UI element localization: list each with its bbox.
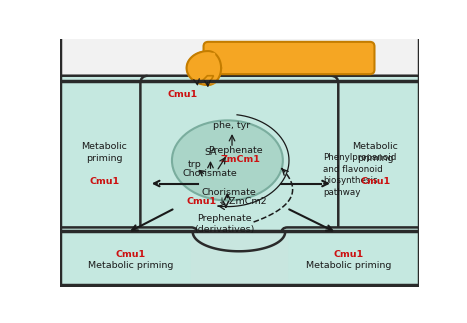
Text: Phenylpropanoid
and flavonoid
biosynthesis
pathway: Phenylpropanoid and flavonoid biosynthes… xyxy=(323,153,396,197)
Bar xyxy=(60,39,419,81)
Text: phe, tyr: phe, tyr xyxy=(213,121,251,130)
Text: Chorismate: Chorismate xyxy=(182,169,237,178)
Text: Cmu1: Cmu1 xyxy=(333,250,363,259)
Text: Cmu1: Cmu1 xyxy=(168,90,198,99)
Text: Metabolic
priming: Metabolic priming xyxy=(352,142,398,163)
FancyBboxPatch shape xyxy=(281,227,423,290)
Text: SA: SA xyxy=(204,148,217,157)
Text: ZmCm1: ZmCm1 xyxy=(220,155,261,164)
FancyBboxPatch shape xyxy=(326,76,425,237)
Bar xyxy=(191,232,288,286)
Text: Prephenate: Prephenate xyxy=(208,146,262,155)
Text: Cmu1: Cmu1 xyxy=(360,177,390,186)
Text: Metabolic priming: Metabolic priming xyxy=(88,261,173,270)
Text: trp: trp xyxy=(187,160,201,169)
FancyBboxPatch shape xyxy=(56,227,198,290)
Polygon shape xyxy=(202,76,213,81)
Polygon shape xyxy=(187,51,221,85)
FancyBboxPatch shape xyxy=(204,42,375,74)
Text: ↓ ZmCm2: ↓ ZmCm2 xyxy=(218,197,267,206)
Text: Cmu1: Cmu1 xyxy=(186,197,217,206)
Text: Cmu1: Cmu1 xyxy=(115,250,145,259)
Text: Chorismate: Chorismate xyxy=(202,188,256,197)
Text: Cmu1: Cmu1 xyxy=(89,177,119,186)
FancyBboxPatch shape xyxy=(141,76,338,237)
Text: Metabolic
priming: Metabolic priming xyxy=(81,142,127,163)
Ellipse shape xyxy=(172,120,283,201)
Text: Prephenate
(derivatives): Prephenate (derivatives) xyxy=(194,214,255,234)
Text: Metabolic priming: Metabolic priming xyxy=(305,261,391,270)
FancyBboxPatch shape xyxy=(54,76,153,237)
Bar xyxy=(202,53,213,83)
